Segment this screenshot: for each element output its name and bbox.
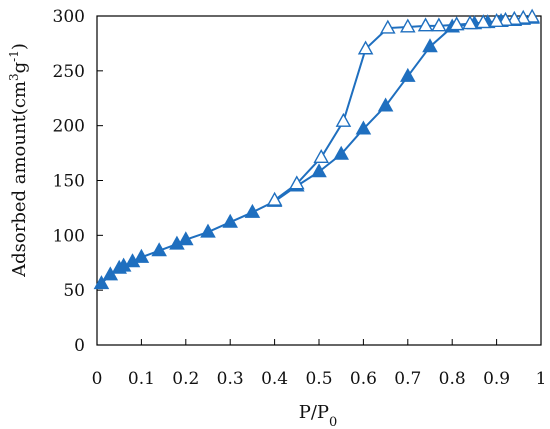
y-tick-label: 300 bbox=[53, 7, 85, 27]
x-tick-label: 0.9 bbox=[483, 369, 510, 389]
x-axis-title-subscript: 0 bbox=[329, 415, 337, 429]
x-tick-label: 0.2 bbox=[172, 369, 199, 389]
label-layer: P/P0 Adsorbed amount(cm3g-1) bbox=[7, 43, 337, 429]
y-axis-title: Adsorbed amount(cm3g-1) bbox=[7, 43, 30, 278]
y-tick-label: 100 bbox=[53, 226, 85, 246]
adsorption-point bbox=[93, 275, 110, 290]
adsorption-point bbox=[333, 145, 349, 160]
adsorption-point bbox=[355, 120, 372, 135]
desorption-point bbox=[497, 11, 514, 26]
y-tick-label: 150 bbox=[53, 172, 85, 192]
desorption-point bbox=[357, 40, 374, 55]
axes-layer: 0 0.1 0.2 0.3 0.4 0.5 0.6 0.7 0.8 0.9 1 0 50 100 150 20… bbox=[53, 7, 547, 389]
x-tick-label: 0.8 bbox=[439, 369, 466, 389]
adsorption-point bbox=[133, 248, 150, 263]
y-tick-label: 0 bbox=[74, 336, 85, 356]
adsorption-point bbox=[178, 231, 194, 246]
plot-frame bbox=[96, 15, 542, 346]
y-axis-title-part-1: 3 bbox=[7, 73, 21, 81]
adsorption-point bbox=[400, 67, 416, 82]
desorption-line bbox=[274, 16, 533, 202]
x-tick-label: 0.5 bbox=[305, 369, 332, 389]
desorption-point bbox=[475, 14, 492, 29]
adsorption-line bbox=[100, 17, 533, 285]
y-tick-label: 250 bbox=[53, 62, 85, 82]
desorption-point bbox=[313, 149, 330, 164]
adsorption-point bbox=[200, 223, 216, 238]
y-axis-title-part-3: -1 bbox=[7, 50, 21, 62]
x-tick-label: 1 bbox=[536, 369, 547, 389]
desorption-point bbox=[266, 191, 283, 206]
desorption-point bbox=[524, 8, 540, 23]
desorption-point bbox=[515, 9, 532, 24]
desorption-point bbox=[462, 15, 478, 30]
x-tick-label: 0.1 bbox=[128, 369, 155, 389]
y-tick-label: 200 bbox=[53, 117, 85, 137]
desorption-point bbox=[400, 18, 416, 33]
y-axis-title-part-2: g bbox=[9, 62, 30, 74]
adsorption-point bbox=[422, 38, 438, 53]
adsorption-point bbox=[311, 163, 327, 178]
y-tick-label: 50 bbox=[63, 281, 85, 301]
x-tick-label: 0.6 bbox=[350, 369, 377, 389]
x-tick-label: 0.7 bbox=[394, 369, 421, 389]
desorption-point bbox=[417, 17, 434, 32]
y-axis-title-part-4: ) bbox=[9, 43, 30, 50]
x-tick-label: 0 bbox=[92, 369, 103, 389]
desorption-point bbox=[488, 13, 505, 28]
x-tick-label: 0.3 bbox=[217, 369, 244, 389]
x-axis-title: P/P0 bbox=[299, 402, 338, 429]
adsorption-point bbox=[222, 213, 238, 228]
desorption-point bbox=[431, 17, 447, 32]
x-axis-title-main: P/P bbox=[299, 402, 329, 423]
series-layer bbox=[93, 8, 540, 290]
desorption-point bbox=[289, 175, 305, 190]
adsorption-point bbox=[151, 242, 167, 257]
desorption-point bbox=[380, 19, 396, 34]
x-tick-label: 0.4 bbox=[261, 369, 288, 389]
desorption-point bbox=[335, 112, 352, 127]
adsorption-point bbox=[377, 97, 394, 112]
adsorption-point bbox=[244, 203, 261, 218]
desorption-point bbox=[506, 10, 523, 25]
y-axis-title-part-0: Adsorbed amount(cm bbox=[9, 81, 30, 278]
desorption-point bbox=[448, 16, 465, 31]
